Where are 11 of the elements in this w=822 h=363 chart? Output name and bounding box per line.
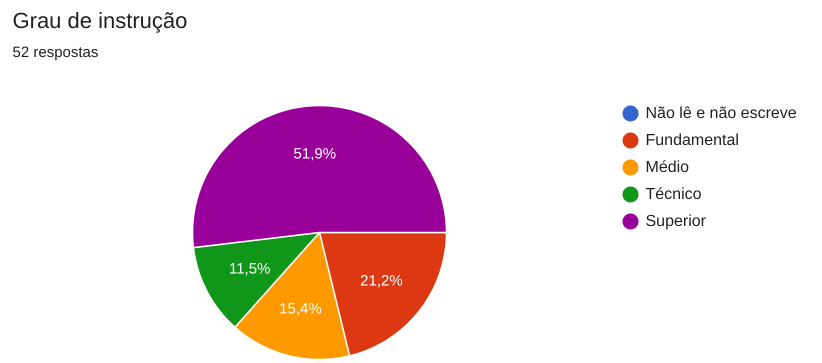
legend-label: Não lê e não escreve [646,105,797,122]
legend-label: Superior [646,213,707,230]
data-label: 11,5% [228,260,270,278]
data-label: 15,4% [279,300,322,318]
data-label: 21,2% [360,272,403,290]
legend-label: Fundamental [646,132,739,149]
legend-label: Médio [646,159,690,176]
text: 52 respostas [12,44,98,61]
legend-label: Técnico [646,186,702,203]
data-label: 51,9% [294,145,336,162]
chart-title: Grau de instrução [12,8,188,33]
